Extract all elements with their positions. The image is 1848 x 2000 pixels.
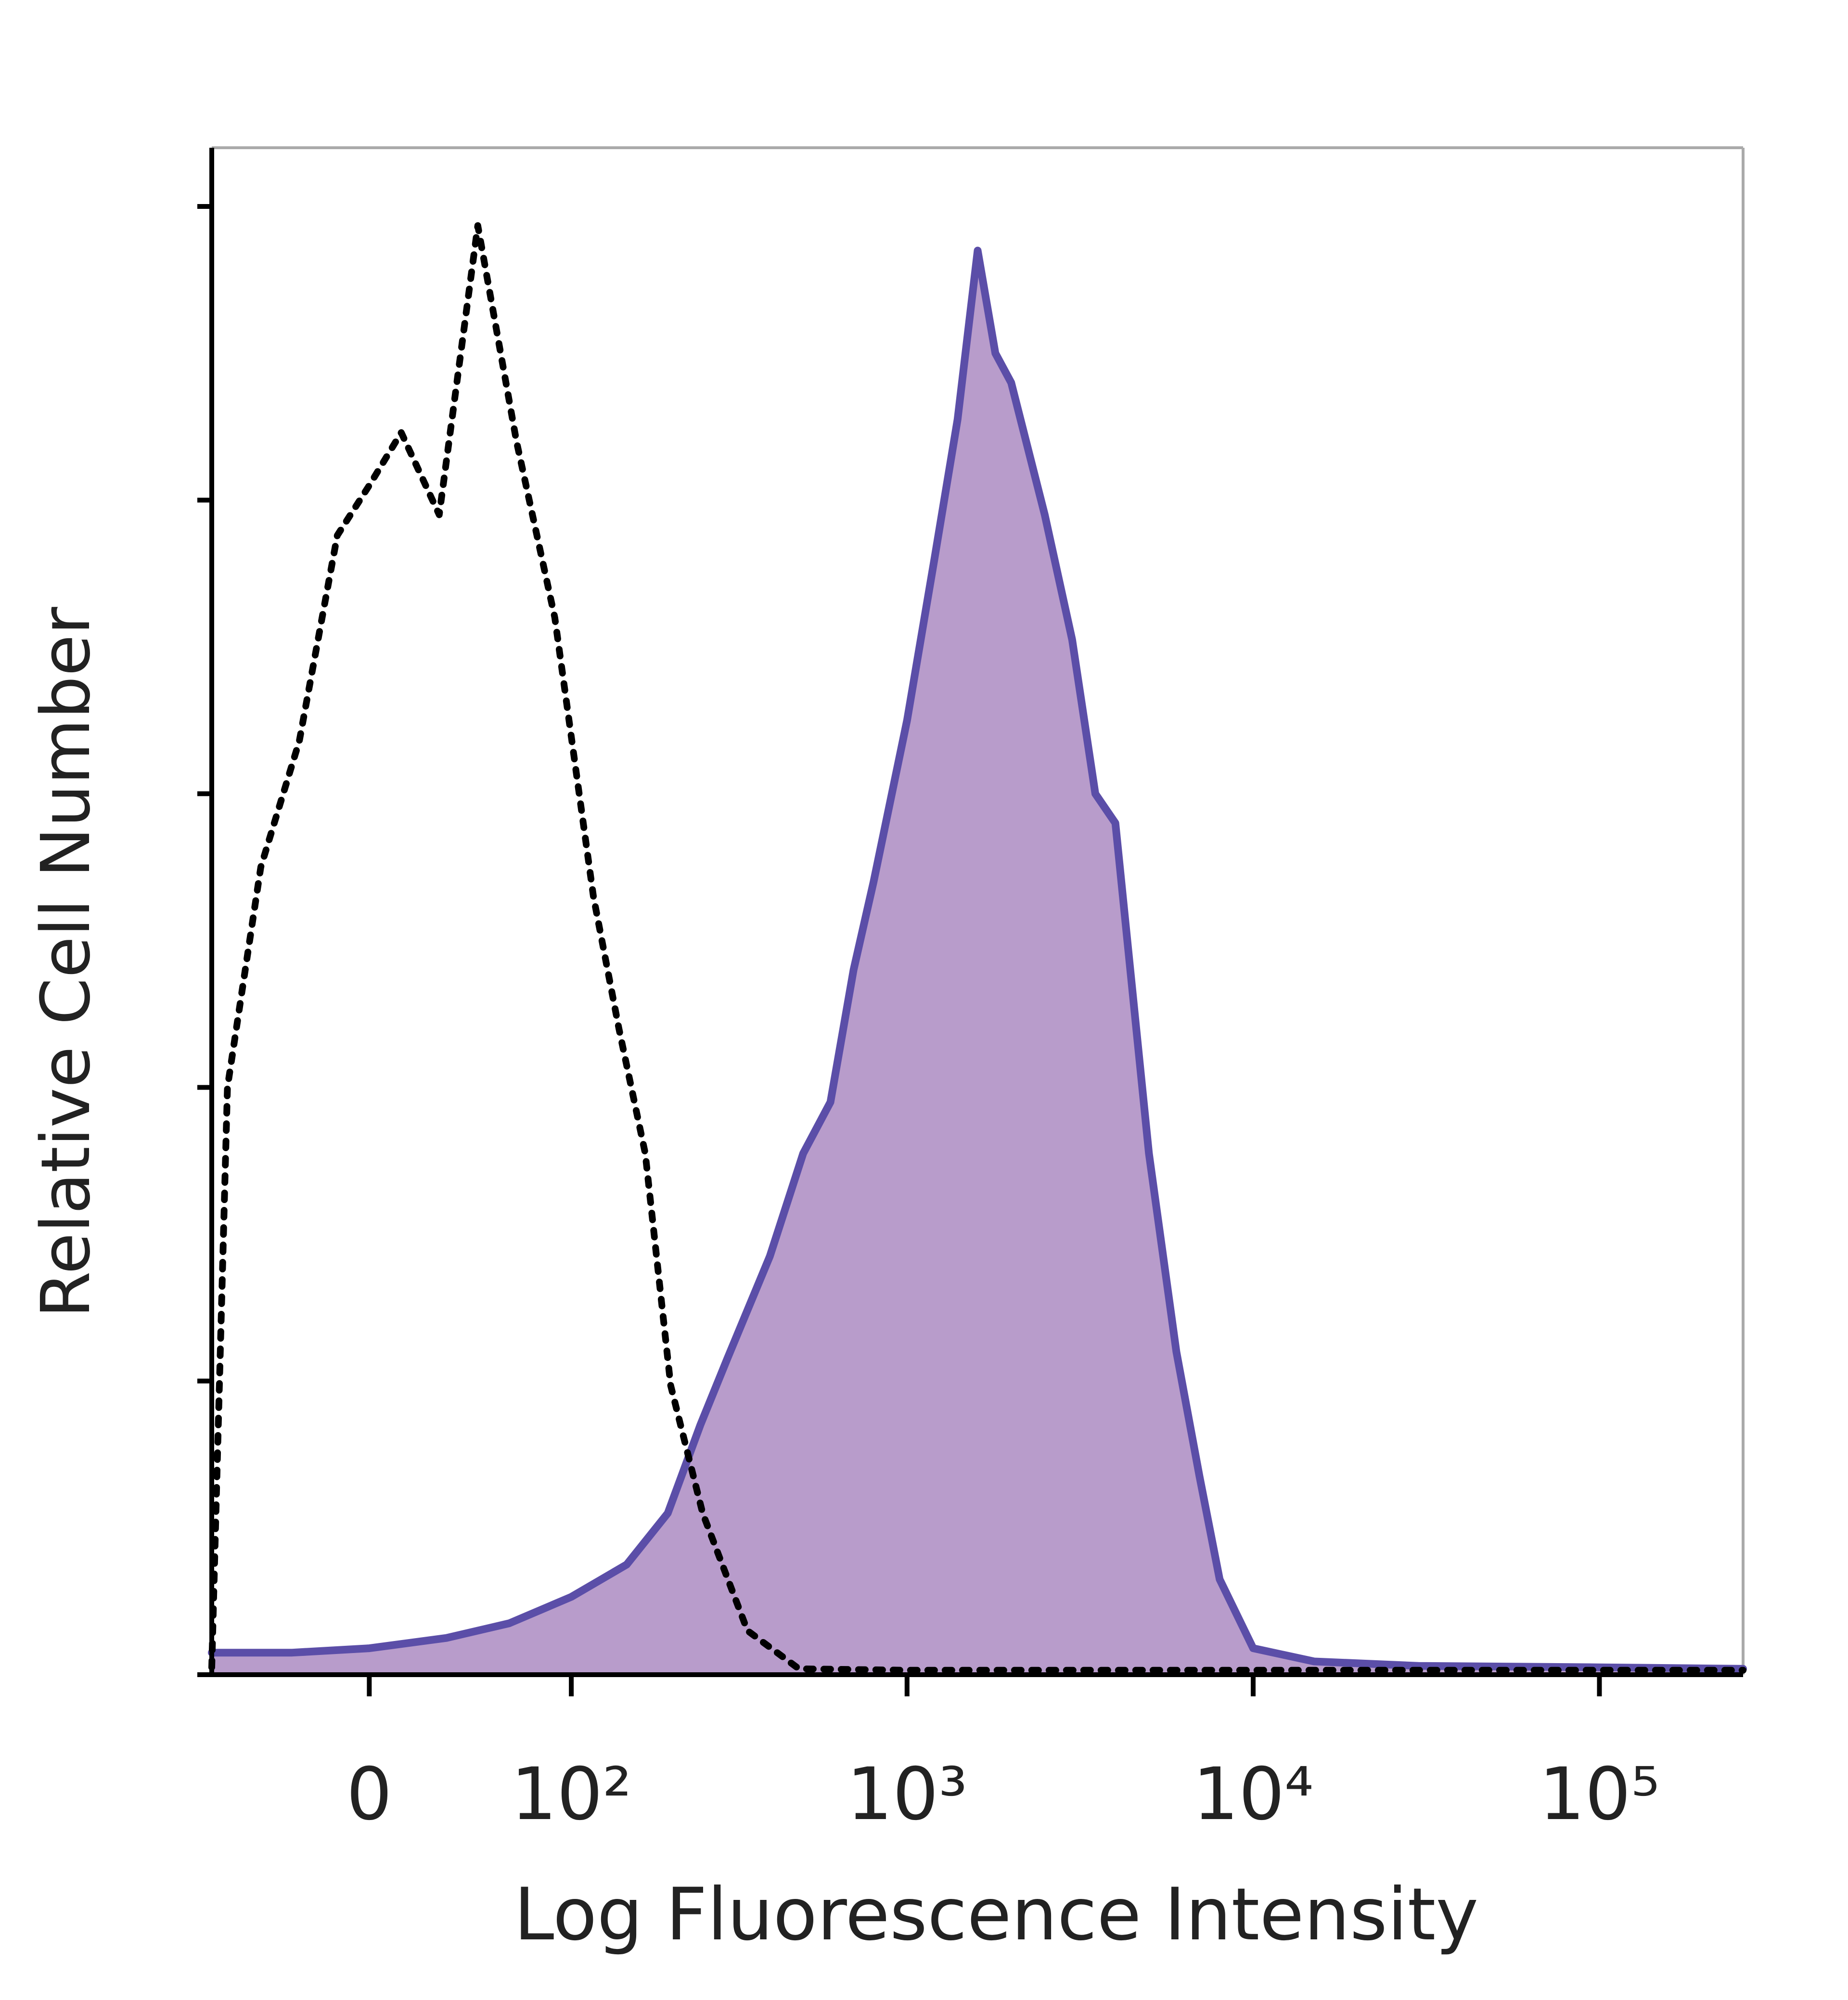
x-tick-label: 10² — [511, 1753, 632, 1836]
x-axis-title: Log Fluorescence Intensity — [514, 1873, 1478, 1957]
histogram-line — [208, 222, 1746, 1674]
x-tick-label: 0 — [346, 1753, 392, 1836]
x-tick-label: 10³ — [847, 1753, 967, 1836]
histogram-line — [208, 246, 1747, 1673]
x-tick-label: 10⁴ — [1193, 1753, 1313, 1836]
histogram-area — [212, 250, 1743, 1675]
y-axis-title: Relative Cell Number — [27, 607, 105, 1318]
x-tick-label: 10⁵ — [1539, 1753, 1660, 1836]
